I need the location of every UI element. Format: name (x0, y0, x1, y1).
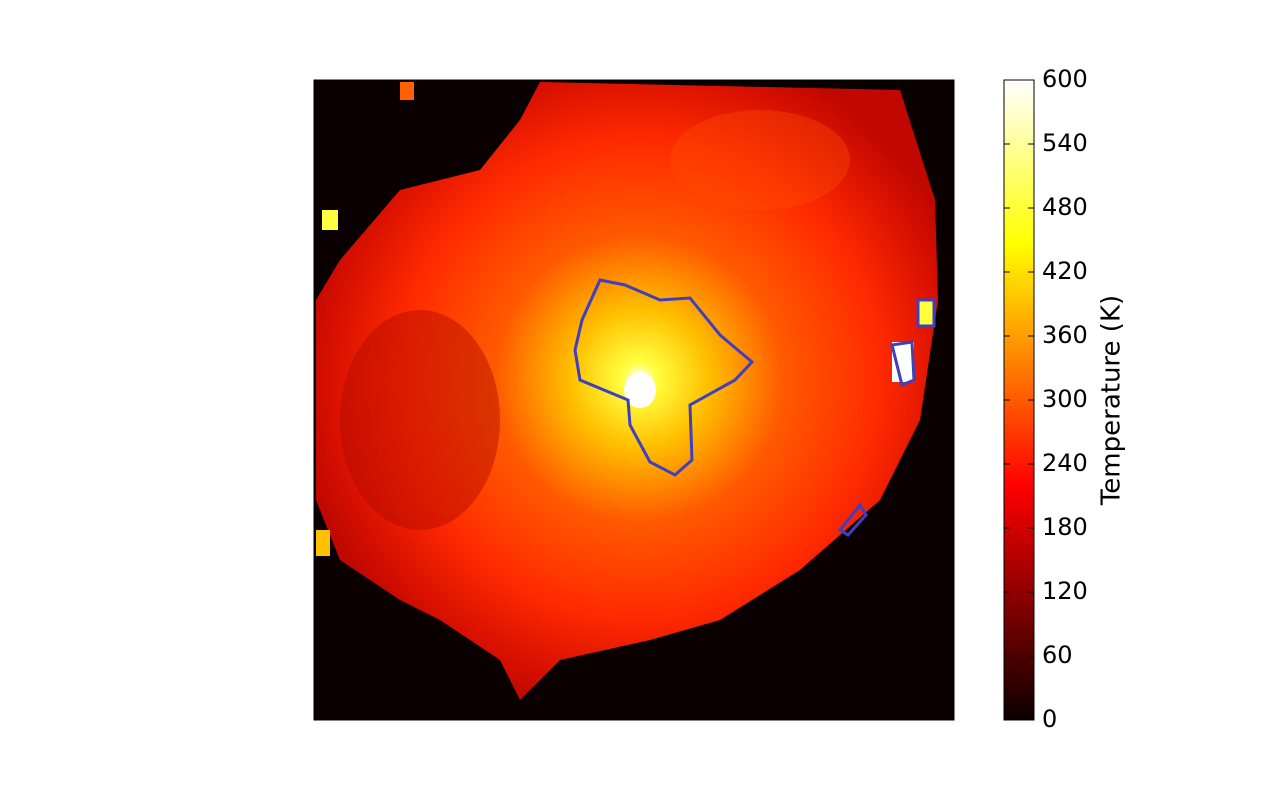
heatmap (314, 80, 954, 720)
colorbar-tick-label: 0 (1042, 705, 1057, 733)
colorbar-tick-label: 240 (1042, 449, 1088, 477)
colorbar-label: Temperature (K) (1097, 295, 1127, 506)
colorbar-tick-label: 60 (1042, 641, 1073, 669)
colorbar-tick-label: 360 (1042, 321, 1088, 349)
colorbar-tick-label: 540 (1042, 129, 1088, 157)
colorbar-tick-label: 600 (1042, 65, 1088, 93)
colorbar-tick-label: 180 (1042, 513, 1088, 541)
colorbar-tick-label: 300 (1042, 385, 1088, 413)
plot-frame (313, 79, 955, 721)
colorbar-tick-label: 480 (1042, 193, 1088, 221)
colorbar-tick-label: 120 (1042, 577, 1088, 605)
colorbar-tick-label: 420 (1042, 257, 1088, 285)
